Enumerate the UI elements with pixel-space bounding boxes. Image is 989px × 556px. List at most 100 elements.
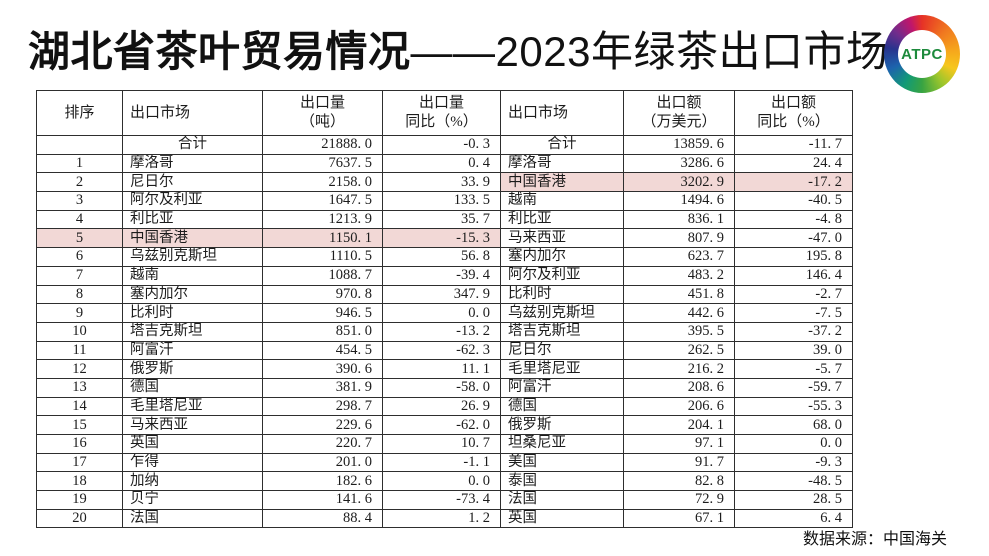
volume-tons-cell: 220. 7 — [262, 434, 383, 454]
value-market-cell: 马来西亚 — [500, 228, 624, 249]
value-usd10k-cell: 67. 1 — [623, 508, 735, 529]
value-market-cell: 阿富汗 — [500, 377, 624, 398]
value-market-cell: 比利时 — [500, 284, 624, 305]
data-source-note: 数据来源：中国海关 — [802, 531, 947, 548]
value-usd10k-cell: 3286. 6 — [623, 153, 735, 174]
volume-market-cell: 越南 — [122, 265, 263, 286]
volume-tons-cell: 7637. 5 — [262, 153, 383, 174]
volume-yoy-cell: 0. 0 — [382, 303, 501, 323]
value-market-cell: 越南 — [500, 191, 624, 211]
rank-cell: 9 — [36, 303, 123, 323]
table-row: 10 塔吉克斯坦 851. 0 -13. 2 塔吉克斯坦 395. 5 -37. 2 — [36, 321, 853, 342]
value-market-cell: 泰国 — [500, 471, 624, 492]
value-market-cell: 俄罗斯 — [500, 415, 624, 435]
volume-market-cell: 中国香港 — [122, 228, 263, 249]
table-row: 6 乌兹别克斯坦 1110. 5 56. 8 塞内加尔 623. 7 195. 8 — [36, 247, 853, 267]
rank-cell: 3 — [36, 191, 123, 211]
value-market-cell: 塞内加尔 — [500, 247, 624, 267]
column-header-volume-yoy: 出口量 同比（%） — [382, 90, 501, 136]
table-row: 7 越南 1088. 7 -39. 4 阿尔及利亚 483. 2 146. 4 — [36, 265, 853, 286]
volume-yoy-cell: 33. 9 — [382, 172, 501, 193]
table-row: 20 法国 88. 4 1. 2 英国 67. 1 6. 4 — [36, 508, 853, 529]
rank-cell — [36, 135, 123, 155]
value-yoy-cell: 146. 4 — [734, 265, 853, 286]
value-market-cell: 阿尔及利亚 — [500, 265, 624, 286]
volume-market-cell: 利比亚 — [122, 209, 263, 230]
volume-yoy-cell: -0. 3 — [382, 135, 501, 155]
table-row: 2 尼日尔 2158. 0 33. 9 中国香港 3202. 9 -17. 2 — [36, 172, 853, 193]
value-usd10k-cell: 451. 8 — [623, 284, 735, 305]
rank-cell: 18 — [36, 471, 123, 492]
table-row: 8 塞内加尔 970. 8 347. 9 比利时 451. 8 -2. 7 — [36, 284, 853, 305]
volume-yoy-cell: 11. 1 — [382, 359, 501, 379]
value-yoy-cell: -59. 7 — [734, 377, 853, 398]
rank-cell: 2 — [36, 172, 123, 193]
rank-cell: 14 — [36, 396, 123, 417]
value-usd10k-cell: 216. 2 — [623, 359, 735, 379]
volume-tons-cell: 390. 6 — [262, 359, 383, 379]
rank-cell: 11 — [36, 340, 123, 361]
value-yoy-cell: 68. 0 — [734, 415, 853, 435]
value-yoy-cell: -48. 5 — [734, 471, 853, 492]
column-header-volume-market: 出口市场 — [122, 90, 263, 136]
volume-yoy-cell: -73. 4 — [382, 490, 501, 510]
value-yoy-cell: -47. 0 — [734, 228, 853, 249]
column-header-value-usd10k: 出口额 （万美元） — [623, 90, 735, 136]
atpc-logo-text: ATPC — [898, 30, 946, 78]
value-yoy-cell: 28. 5 — [734, 490, 853, 510]
volume-tons-cell: 1088. 7 — [262, 265, 383, 286]
column-header-rank: 排序 — [36, 90, 123, 136]
page-title-main: 湖北省茶叶贸易情况 — [28, 28, 411, 75]
table-row: 5 中国香港 1150. 1 -15. 3 马来西亚 807. 9 -47. 0 — [36, 228, 853, 249]
table-row: 11 阿富汗 454. 5 -62. 3 尼日尔 262. 5 39. 0 — [36, 340, 853, 361]
rank-cell: 15 — [36, 415, 123, 435]
value-yoy-cell: -37. 2 — [734, 321, 853, 342]
column-header-value-market: 出口市场 — [500, 90, 624, 136]
value-yoy-cell: 24. 4 — [734, 153, 853, 174]
volume-tons-cell: 298. 7 — [262, 396, 383, 417]
volume-market-cell: 俄罗斯 — [122, 359, 263, 379]
rank-cell: 17 — [36, 452, 123, 473]
table-row: 12 俄罗斯 390. 6 11. 1 毛里塔尼亚 216. 2 -5. 7 — [36, 359, 853, 379]
rank-cell: 12 — [36, 359, 123, 379]
value-usd10k-cell: 208. 6 — [623, 377, 735, 398]
value-usd10k-cell: 72. 9 — [623, 490, 735, 510]
value-yoy-cell: -9. 3 — [734, 452, 853, 473]
value-usd10k-cell: 836. 1 — [623, 209, 735, 230]
export-market-table: 排序 出口市场 出口量 （吨） 出口量 同比（%） 出口市场 出口额 （万美元） 出口额 同比（%）… — [36, 90, 853, 529]
volume-market-cell: 摩洛哥 — [122, 153, 263, 174]
volume-market-cell: 毛里塔尼亚 — [122, 396, 263, 417]
volume-yoy-cell: -62. 0 — [382, 415, 501, 435]
volume-market-cell: 乍得 — [122, 452, 263, 473]
volume-yoy-cell: 0. 0 — [382, 471, 501, 492]
rank-cell: 16 — [36, 434, 123, 454]
volume-tons-cell: 970. 8 — [262, 284, 383, 305]
table-header: 排序 出口市场 出口量 （吨） 出口量 同比（%） 出口市场 出口额 （万美元） 出口额 同比（%） — [36, 90, 853, 136]
volume-tons-cell: 1647. 5 — [262, 191, 383, 211]
rank-cell: 13 — [36, 377, 123, 398]
value-market-cell: 法国 — [500, 490, 624, 510]
volume-market-cell: 比利时 — [122, 303, 263, 323]
volume-tons-cell: 88. 4 — [262, 508, 383, 529]
volume-market-cell: 合计 — [122, 135, 263, 155]
volume-yoy-cell: 133. 5 — [382, 191, 501, 211]
volume-market-cell: 英国 — [122, 434, 263, 454]
volume-market-cell: 阿尔及利亚 — [122, 191, 263, 211]
table-row: 13 德国 381. 9 -58. 0 阿富汗 208. 6 -59. 7 — [36, 377, 853, 398]
value-yoy-cell: -11. 7 — [734, 135, 853, 155]
table-row: 3 阿尔及利亚 1647. 5 133. 5 越南 1494. 6 -40. 5 — [36, 191, 853, 211]
table-row: 19 贝宁 141. 6 -73. 4 法国 72. 9 28. 5 — [36, 490, 853, 510]
table-row: 18 加纳 182. 6 0. 0 泰国 82. 8 -48. 5 — [36, 471, 853, 492]
column-header-volume-tons: 出口量 （吨） — [262, 90, 383, 136]
volume-yoy-cell: -13. 2 — [382, 321, 501, 342]
volume-market-cell: 贝宁 — [122, 490, 263, 510]
table-row: 16 英国 220. 7 10. 7 坦桑尼亚 97. 1 0. 0 — [36, 434, 853, 454]
volume-yoy-cell: -62. 3 — [382, 340, 501, 361]
value-yoy-cell: 6. 4 — [734, 508, 853, 529]
volume-yoy-cell: 1. 2 — [382, 508, 501, 529]
value-yoy-cell: 0. 0 — [734, 434, 853, 454]
value-usd10k-cell: 483. 2 — [623, 265, 735, 286]
value-usd10k-cell: 91. 7 — [623, 452, 735, 473]
total-row: 合计 21888. 0 -0. 3 合计 13859. 6 -11. 7 — [36, 135, 853, 155]
